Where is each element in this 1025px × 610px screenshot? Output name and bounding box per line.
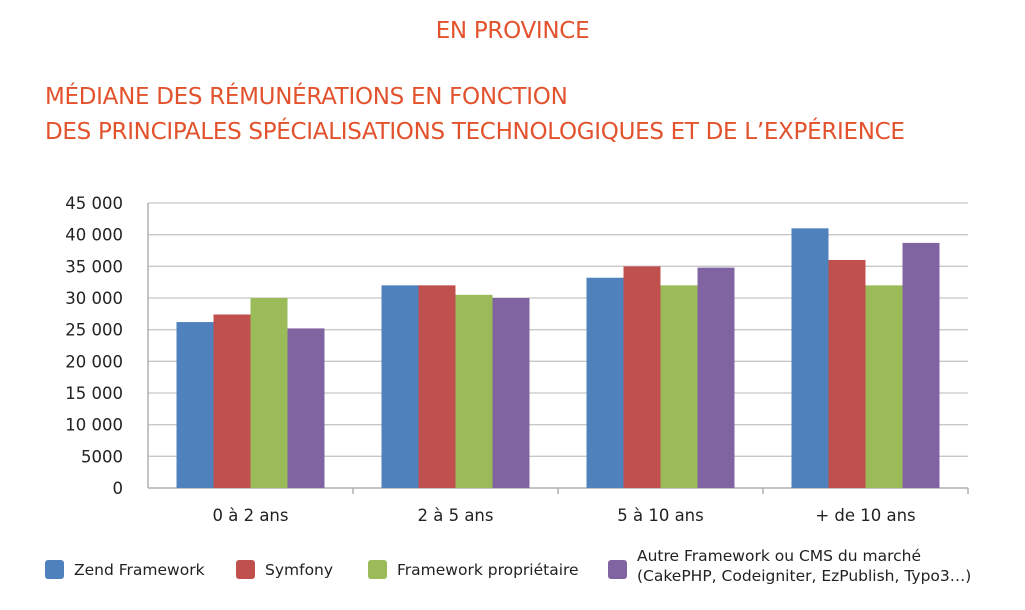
- x-tick-label: 5 à 10 ans: [617, 506, 704, 525]
- bar: [791, 228, 829, 489]
- bar: [623, 266, 661, 488]
- bar: [902, 242, 940, 488]
- bar: [176, 322, 214, 488]
- bar: [455, 294, 493, 488]
- bar: [381, 285, 419, 488]
- bar: [418, 285, 456, 488]
- bar: [865, 285, 903, 488]
- y-tick-label: 20 000: [65, 352, 123, 371]
- legend-item-symfony: Symfony: [236, 540, 333, 580]
- y-tick-label: 30 000: [65, 289, 123, 308]
- bar: [492, 298, 530, 488]
- legend-item-zend: Zend Framework: [45, 540, 205, 580]
- legend-item-autre-framework: Autre Framework ou CMS du marché (CakePH…: [608, 540, 971, 586]
- bar-chart: 0 5000 10 000 15 000 20 000 25 000 30 000 35 00…: [65, 194, 969, 525]
- bar: [250, 298, 288, 488]
- legend-swatch: [608, 560, 627, 579]
- region-heading: EN PROVINCE: [435, 18, 590, 44]
- legend-label: Symfony: [265, 561, 334, 579]
- y-tick-label: 40 000: [65, 226, 123, 245]
- y-tick-label: 5000: [81, 447, 123, 466]
- x-tick-label: + de 10 ans: [815, 506, 915, 525]
- chart-legend: Zend Framework Symfony Framework proprié…: [0, 540, 1025, 610]
- x-tick-label: 2 à 5 ans: [417, 506, 493, 525]
- legend-swatch: [368, 560, 387, 579]
- y-tick-label: 0: [113, 479, 124, 498]
- bar: [586, 277, 624, 488]
- y-tick-label: 35 000: [65, 257, 123, 276]
- chart-title-line-1: MÉDIANE DES RÉMUNÉRATIONS EN FONCTION: [45, 84, 568, 110]
- y-tick-label: 45 000: [65, 194, 123, 213]
- bar: [287, 328, 325, 488]
- bar: [660, 285, 698, 488]
- bar: [213, 314, 251, 488]
- bar: [828, 260, 866, 488]
- y-tick-label: 15 000: [65, 384, 123, 403]
- legend-item-framework-proprietaire: Framework propriétaire: [368, 540, 579, 580]
- bar: [697, 267, 735, 488]
- legend-label: Framework propriétaire: [397, 561, 579, 579]
- legend-swatch: [236, 560, 255, 579]
- chart-title-line-2: DES PRINCIPALES SPÉCIALISATIONS TECHNOLO…: [45, 119, 905, 145]
- x-tick-label: 0 à 2 ans: [212, 506, 288, 525]
- legend-swatch: [45, 560, 64, 579]
- y-tick-label: 10 000: [65, 416, 123, 435]
- legend-label-line-2: (CakePHP, Codeigniter, EzPublish, Typo3……: [637, 567, 972, 585]
- legend-label: Zend Framework: [74, 561, 205, 579]
- legend-label-line-1: Autre Framework ou CMS du marché: [637, 547, 922, 565]
- y-tick-label: 25 000: [65, 321, 123, 340]
